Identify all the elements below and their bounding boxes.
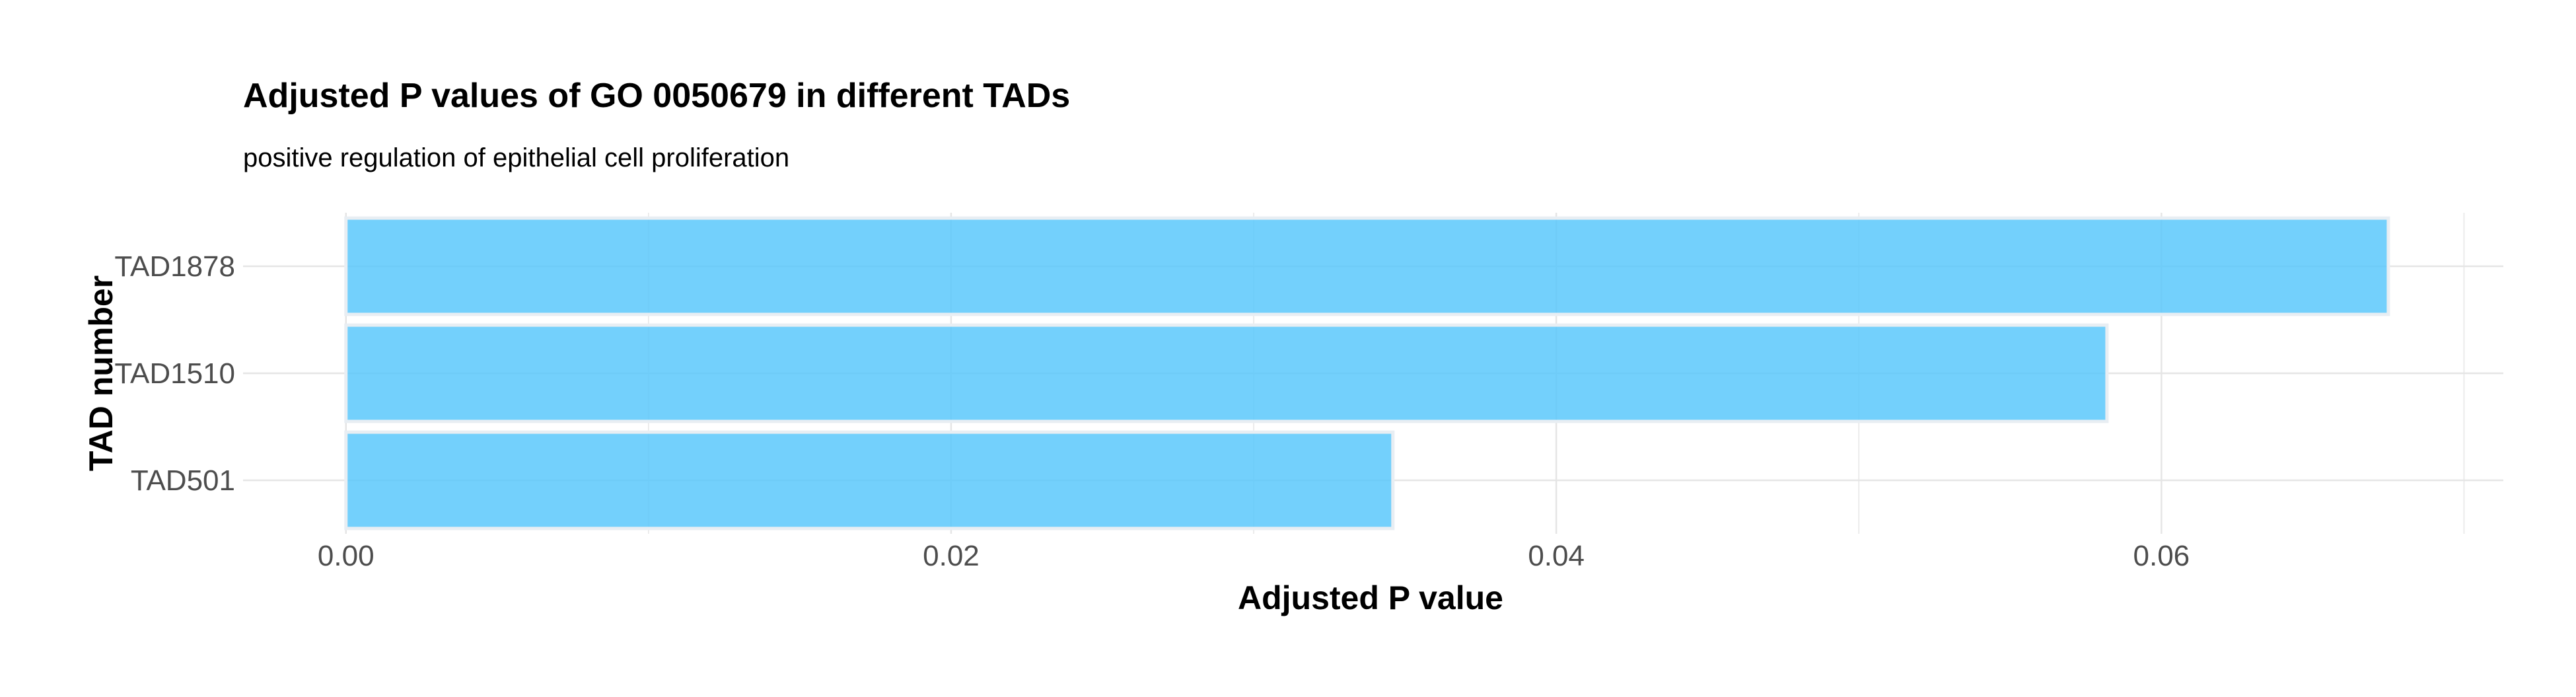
chart-subtitle: positive regulation of epithelial cell p… xyxy=(243,143,789,172)
bar-tad1510 xyxy=(344,323,2109,423)
x-tick-label: 0.06 xyxy=(2133,540,2190,572)
y-tick-label: TAD1878 xyxy=(114,250,235,283)
x-tick-label: 0.00 xyxy=(318,540,375,572)
y-tick-label: TAD501 xyxy=(131,464,235,497)
chart-title: Adjusted P values of GO 0050679 in diffe… xyxy=(243,77,1070,115)
x-tick-label: 0.02 xyxy=(923,540,980,572)
x-axis-title: Adjusted P value xyxy=(1238,579,1503,616)
y-tick-labels: TAD1878 TAD1510 TAD501 xyxy=(114,250,235,497)
x-tick-label: 0.04 xyxy=(1528,540,1585,572)
y-axis-title: TAD number xyxy=(83,275,120,471)
bar-tad1878 xyxy=(344,216,2390,316)
y-tick-label: TAD1510 xyxy=(114,357,235,390)
bar-tad501 xyxy=(344,430,1395,531)
bars xyxy=(344,216,2390,531)
x-tick-labels: 0.00 0.02 0.04 0.06 xyxy=(318,540,2190,572)
